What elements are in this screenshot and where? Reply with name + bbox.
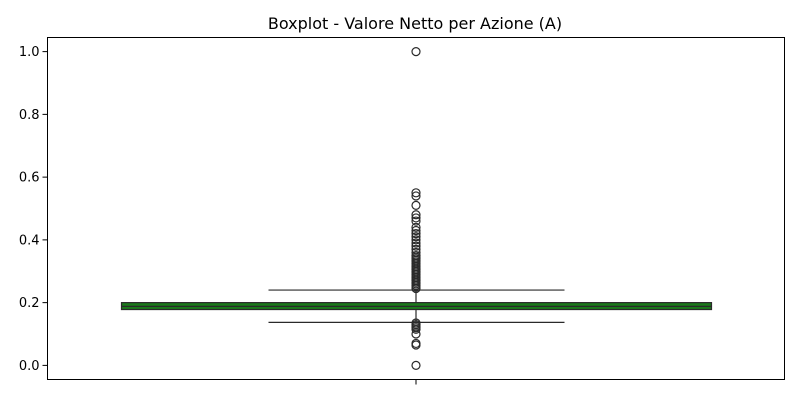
outlier-point — [411, 329, 421, 339]
y-axis: 0.0 0.2 0.4 0.6 0.8 1.0 — [19, 45, 48, 374]
outlier-point — [411, 235, 421, 245]
outlier-point — [411, 210, 421, 220]
outlier-point — [411, 238, 421, 248]
y-tick-label: 0.0 — [19, 359, 40, 374]
y-tick-label: 0.8 — [19, 108, 40, 123]
outlier-point — [411, 241, 421, 251]
outlier-point — [411, 229, 421, 239]
outlier-point — [411, 200, 421, 210]
y-tick-label: 1.0 — [19, 45, 40, 60]
outlier-point — [411, 216, 421, 226]
y-tick-label: 0.4 — [19, 233, 40, 248]
box-group — [120, 289, 713, 323]
outlier-point — [411, 340, 421, 350]
outliers-group — [411, 47, 421, 370]
y-tick-label: 0.2 — [19, 296, 40, 311]
outlier-point — [411, 47, 421, 57]
outlier-point — [411, 360, 421, 370]
y-tick-label: 0.6 — [19, 171, 40, 186]
chart-title: Boxplot - Valore Netto per Azione (A) — [268, 14, 562, 33]
outlier-point — [411, 225, 421, 236]
outlier-point — [411, 283, 421, 294]
outlier-point — [411, 222, 421, 232]
outlier-point — [411, 213, 421, 223]
outlier-point — [411, 324, 421, 334]
outlier-point — [411, 232, 421, 242]
outlier-point — [411, 188, 421, 198]
outlier-point — [411, 191, 421, 201]
